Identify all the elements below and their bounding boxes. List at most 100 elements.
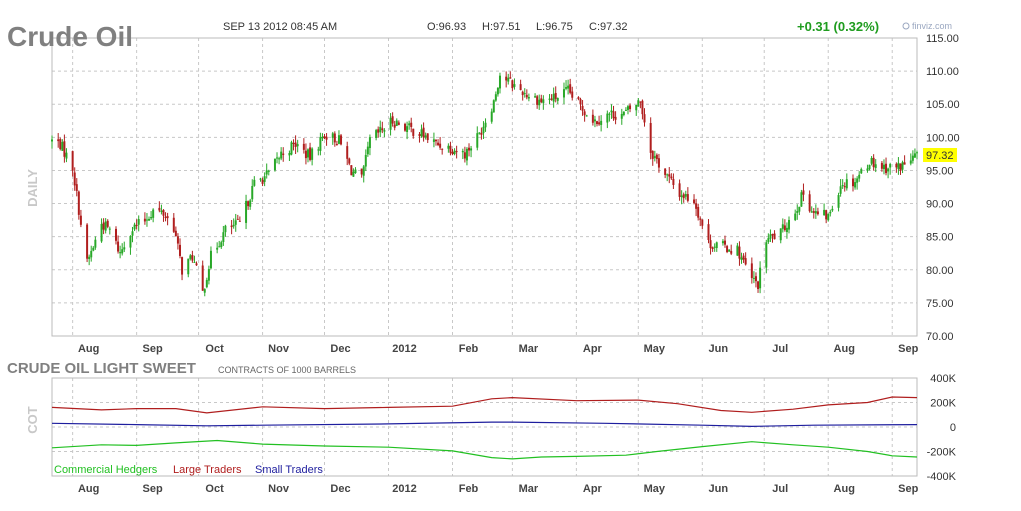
cot-x-ticks: Aug Sep Oct Nov Dec 2012 Feb Mar Apr May Jun Jul Aug…	[78, 483, 919, 495]
candle-body	[354, 169, 357, 174]
candle-body	[321, 136, 324, 139]
candle-body	[655, 154, 658, 160]
candle-body	[463, 152, 466, 159]
candle-body	[771, 234, 774, 236]
last-price-box	[923, 148, 957, 162]
candle-body	[798, 206, 801, 212]
candle-body	[290, 142, 293, 155]
candle-body	[148, 218, 151, 221]
candle-body	[261, 179, 264, 184]
candle-body	[129, 235, 132, 248]
legend-small: Small Traders	[255, 464, 323, 476]
candle-body	[426, 133, 429, 141]
candle-body	[754, 276, 757, 282]
candle-body	[265, 170, 268, 175]
candle-body	[439, 143, 442, 148]
candle-body	[282, 153, 285, 155]
chart-title: Crude Oil	[7, 21, 133, 52]
candle-body	[713, 246, 716, 248]
candle-body	[152, 209, 155, 218]
candle-body	[527, 97, 530, 99]
candle-body	[263, 176, 266, 182]
candle-body	[187, 258, 190, 275]
candle-body	[596, 121, 599, 125]
candle-body	[453, 150, 456, 155]
candle-body	[752, 277, 755, 279]
candle-body	[362, 166, 365, 176]
candle-body	[808, 194, 811, 212]
close-label: C:97.32	[589, 21, 628, 33]
candle-body	[63, 141, 66, 157]
month-tick-label: Sep	[898, 343, 918, 355]
candle-body	[612, 111, 615, 119]
candle-body	[814, 211, 817, 214]
month-tick-label: Jun	[709, 343, 729, 355]
cot-y-tick-label: 200K	[930, 398, 956, 410]
candle-body	[874, 164, 877, 168]
candle-body	[145, 219, 148, 221]
legend-commercial: Commercial Hedgers	[54, 464, 158, 476]
candle-body	[57, 139, 60, 142]
candle-body	[331, 133, 334, 138]
candle-body	[579, 99, 582, 105]
candle-body	[461, 150, 464, 153]
candle-body	[666, 174, 669, 176]
candle-body	[600, 120, 603, 125]
candle-body	[707, 224, 710, 240]
price-y-tick-label: 75.00	[926, 298, 954, 310]
candle-body	[536, 96, 539, 105]
candle-body	[885, 163, 888, 174]
candle-body	[567, 85, 570, 89]
candle-body	[234, 220, 237, 225]
month-tick-label: Oct	[205, 343, 224, 355]
candle-body	[131, 231, 134, 236]
candle-body	[740, 257, 743, 261]
candle-body	[571, 91, 574, 98]
candle-body	[218, 246, 221, 248]
month-tick-label: Mar	[519, 483, 539, 495]
candle-body	[86, 224, 89, 259]
price-y-tick-label: 105.00	[926, 99, 960, 111]
candle-body	[678, 183, 681, 197]
candle-body	[294, 142, 297, 147]
candle-body	[73, 172, 76, 186]
candle-body	[769, 234, 772, 239]
candle-body	[174, 230, 177, 237]
brand-label[interactable]: finviz.com	[912, 21, 952, 31]
candle-body	[455, 151, 458, 153]
candle-body	[410, 122, 413, 127]
candle-body	[639, 101, 642, 103]
candle-body	[519, 84, 522, 90]
candle-body	[585, 115, 588, 117]
candle-body	[901, 162, 904, 170]
month-tick-label: May	[644, 343, 666, 355]
candle-body	[119, 252, 122, 254]
candle-body	[773, 233, 776, 240]
candle-body	[562, 89, 565, 98]
candle-body	[695, 203, 698, 209]
candle-body	[548, 98, 551, 100]
candle-body	[123, 247, 126, 250]
candle-body	[480, 132, 483, 135]
candle-body	[542, 99, 545, 104]
candle-body	[796, 210, 799, 213]
candle-body	[829, 211, 832, 214]
candle-body	[434, 139, 437, 142]
price-x-ticks: Aug Sep Oct Nov Dec 2012 Feb Mar Apr May Jun Jul Aug…	[78, 343, 919, 355]
candle-body	[368, 137, 371, 149]
candle-body	[335, 144, 338, 146]
candle-body	[71, 151, 74, 171]
candle-body	[309, 147, 312, 160]
candle-body	[276, 157, 279, 159]
candle-body	[730, 251, 733, 254]
candle-body	[449, 145, 452, 153]
candle-body	[306, 149, 309, 158]
candle-body	[88, 256, 91, 260]
candle-body	[420, 129, 423, 137]
candle-body	[238, 220, 241, 222]
candle-body	[802, 190, 805, 195]
month-tick-label: Sep	[143, 483, 163, 495]
candle-body	[643, 114, 646, 123]
candle-body	[249, 200, 252, 207]
